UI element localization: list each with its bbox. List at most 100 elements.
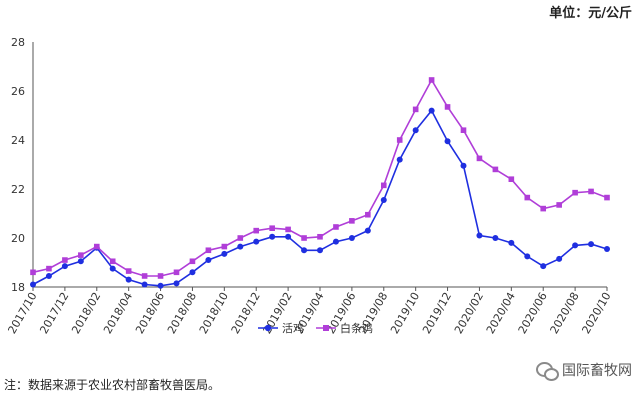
data-point [125,276,132,283]
data-point [61,263,68,270]
x-tick-label: 2018/12 [229,290,263,336]
x-tick-label: 2020/08 [548,290,582,336]
data-point [508,239,515,246]
x-tick-label: 2018/06 [133,290,167,336]
y-tick-label: 20 [11,232,25,245]
data-point [460,162,467,169]
legend-marker [264,324,272,332]
data-point [237,235,244,241]
x-tick-label: 2018/10 [197,290,231,336]
y-tick-label: 28 [11,36,25,49]
data-point [253,238,260,245]
legend-marker [323,325,329,331]
data-point [524,253,531,260]
data-point [492,235,499,241]
data-point [46,265,52,272]
data-point [141,281,148,288]
data-point [157,282,164,289]
unit-label: 单位：元/公斤 [549,6,632,21]
data-point [396,137,403,143]
source-note: 注：数据来源于农业农村部畜牧兽医局。 [4,378,221,392]
data-point [205,257,212,264]
data-point [556,255,563,262]
data-point [380,182,387,189]
data-point [173,280,180,287]
data-point [221,250,228,257]
data-point [317,233,323,240]
data-point [444,104,451,110]
data-point [333,224,339,230]
line-chart: 18 20 22 24 26 28 2017/102017/122018/022018/04… [5,36,613,336]
data-point [540,263,547,270]
data-point [380,197,387,204]
x-tick-label: 2017/10 [5,290,39,336]
data-point [141,273,148,279]
y-tick-label: 26 [11,85,25,98]
watermark-text: 国际畜牧网 [562,363,632,379]
x-tick-label: 2019/10 [388,290,422,336]
x-tick-label: 2020/04 [484,290,518,336]
data-point [269,233,276,240]
data-point [412,106,419,113]
data-point [428,77,435,83]
data-point [285,226,291,233]
data-point [269,225,275,231]
y-tick-label: 24 [11,134,25,147]
data-point [572,189,578,196]
x-tick-label: 2018/08 [165,290,199,336]
data-point [205,247,212,254]
series-line-1 [32,109,608,287]
x-tick-label: 2018/02 [69,290,103,336]
series-line-2 [32,78,608,277]
data-point [30,269,36,276]
data-point [348,235,355,241]
data-point [412,127,419,134]
data-point [428,107,435,114]
data-point [556,202,562,208]
x-tick-label: 2020/02 [452,290,486,336]
data-point [524,194,531,201]
data-point [173,269,180,276]
data-point [540,205,547,212]
data-point [157,273,164,279]
data-point [125,268,132,274]
data-point [332,238,339,245]
watermark: 国际畜牧网 [536,360,632,381]
data-point [109,258,116,265]
data-point [189,258,196,265]
data-point [301,247,308,254]
x-tick-label: 2019/12 [420,290,454,336]
legend-label: 活鸡 [282,321,304,335]
data-point [572,242,579,249]
data-point [492,166,499,173]
wechat-icon [536,361,559,381]
data-point [77,258,84,265]
data-point [460,127,467,133]
data-point [62,257,68,263]
data-point [301,235,307,241]
x-tick-label: 2017/12 [37,290,71,336]
y-tick-label: 18 [11,281,25,294]
data-point [588,188,594,195]
data-point [30,281,36,288]
data-point [93,243,100,250]
data-point [365,211,371,218]
data-point [588,241,595,248]
data-point [78,252,84,258]
data-point [396,156,403,163]
data-point [476,155,483,162]
data-point [604,246,610,253]
data-point [317,247,323,254]
x-tick-label: 2018/04 [101,290,135,336]
data-point [221,243,228,250]
data-point [476,232,483,239]
data-point [604,194,610,201]
data-point [508,176,515,182]
data-point [349,218,355,224]
data-point [109,265,116,272]
legend-label: 白条鸡 [340,321,373,335]
data-point [237,243,244,250]
x-tick-label: 2020/10 [579,290,613,336]
y-tick-label: 22 [11,183,25,196]
data-point [45,272,52,279]
